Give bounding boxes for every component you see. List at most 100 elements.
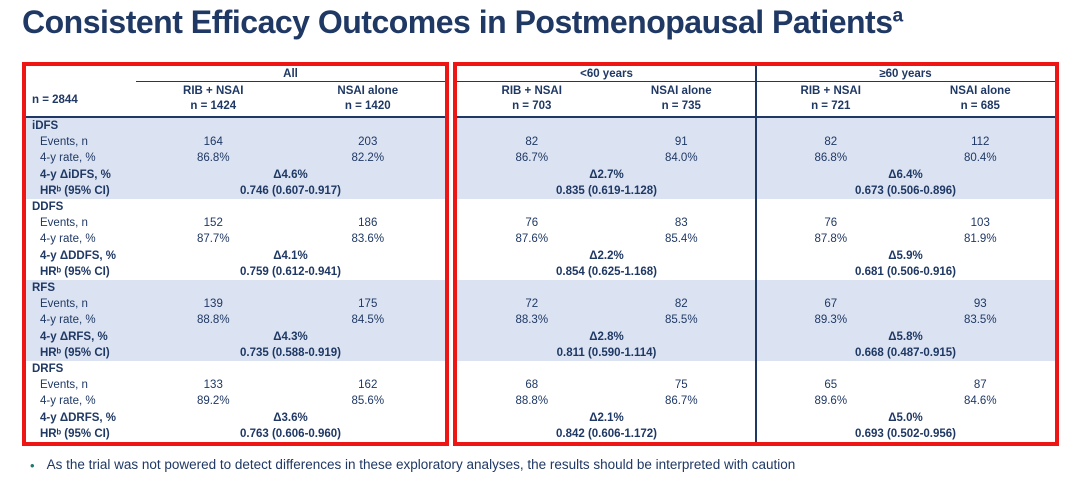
efficacy-table: n = 2844 All RIB + NSAI n = 1424 NSAI al… (22, 62, 1059, 446)
arm-name: RIB + NSAI (501, 85, 562, 97)
rate-value: 86.8% (814, 152, 848, 165)
arm-n: n = 703 (512, 100, 552, 112)
group-lt60-arms: RIB + NSAI n = 703 NSAI alone n = 735 (457, 82, 756, 116)
row-section-name: iDFS (26, 118, 445, 134)
section-DDFS-age: 76 83 76 103 87.6% 85.4% 87.8% 81.9% Δ2.2% Δ5.9% 0… (457, 199, 1055, 280)
group-all-label: All (136, 66, 445, 82)
group-lt60-label: <60 years (457, 66, 756, 82)
arm-lt60-nsai: NSAI alone n = 735 (607, 82, 757, 116)
row-rate: 4-y rate, % 87.7% 83.6% (26, 231, 445, 247)
events-value: 175 (358, 298, 378, 311)
events-value: 152 (203, 217, 223, 230)
row-label-delta: 4-y ΔDRFS, % (40, 411, 117, 424)
events-value: 76 (824, 217, 838, 230)
events-value: 91 (674, 136, 688, 149)
events-value: 67 (824, 298, 838, 311)
events-value: 162 (358, 379, 378, 392)
rate-value: 85.4% (664, 233, 698, 246)
rate-value: 87.7% (196, 233, 230, 246)
hr-value: 0.693 (0.502-0.956) (854, 427, 957, 440)
row-label-events: Events, n (40, 298, 88, 311)
group-lt60: <60 years RIB + NSAI n = 703 NSAI alone … (457, 66, 756, 116)
arm-all-rib: RIB + NSAI n = 1424 (136, 82, 291, 116)
events-value: 103 (970, 217, 990, 230)
age-groups-divider-line (755, 66, 757, 442)
delta-value: Δ4.6% (273, 168, 308, 181)
group-ge60-label: ≥60 years (756, 66, 1055, 82)
arm-name: NSAI alone (650, 85, 712, 97)
events-value: 83 (674, 217, 688, 230)
row-label-delta: 4-y ΔiDFS, % (40, 168, 111, 181)
arm-n: n = 735 (661, 100, 701, 112)
rate-value: 82.2% (351, 152, 385, 165)
title-superscript-a: a (892, 5, 904, 27)
arm-n: n = 1420 (344, 100, 391, 112)
row-label-hr: HRᵇ (95% CI) (40, 346, 110, 359)
row-delta: Δ2.7% Δ6.4% (457, 167, 1055, 183)
row-label-hr: HRᵇ (95% CI) (40, 427, 110, 440)
row-label-rate: 4-y rate, % (40, 395, 96, 408)
events-value: 82 (525, 136, 539, 149)
section-name-label: RFS (32, 282, 55, 295)
row-label-rate: 4-y rate, % (40, 152, 96, 165)
arm-n: n = 1424 (190, 100, 237, 112)
row-delta: 4-y ΔRFS, % Δ4.3% (26, 329, 445, 345)
hr-value: 0.735 (0.588-0.919) (239, 346, 342, 359)
row-events: 82 91 82 112 (457, 134, 1055, 150)
rate-value: 87.6% (515, 233, 549, 246)
arm-n: n = 721 (811, 100, 851, 112)
arm-all-nsai: NSAI alone n = 1420 (291, 82, 446, 116)
delta-value: Δ2.2% (589, 249, 624, 262)
rate-value: 86.8% (196, 152, 230, 165)
hr-value: 0.668 (0.487-0.915) (854, 346, 957, 359)
delta-value: Δ2.7% (589, 168, 624, 181)
group-ge60: ≥60 years RIB + NSAI n = 721 NSAI alone … (756, 66, 1055, 116)
delta-value: Δ4.1% (273, 249, 308, 262)
row-delta: 4-y ΔDDFS, % Δ4.1% (26, 248, 445, 264)
delta-value: Δ2.8% (589, 330, 624, 343)
arm-ge60-nsai: NSAI alone n = 685 (906, 82, 1056, 116)
total-n-label: n = 2844 (32, 93, 78, 106)
row-label-rate: 4-y rate, % (40, 314, 96, 327)
panel-all-header: n = 2844 All RIB + NSAI n = 1424 NSAI al… (26, 66, 445, 118)
group-ge60-arms: RIB + NSAI n = 721 NSAI alone n = 685 (756, 82, 1055, 116)
row-section-name: DDFS (26, 199, 445, 215)
panel-all-body: iDFS Events, n 164 203 4-y rate, % 86.8% 82.2%… (26, 118, 445, 442)
delta-value: Δ6.4% (888, 168, 923, 181)
row-delta: Δ2.1% Δ5.0% (457, 410, 1055, 426)
hr-value: 0.681 (0.506-0.916) (854, 265, 957, 278)
row-label-hr: HRᵇ (95% CI) (40, 184, 110, 197)
events-value: 75 (674, 379, 688, 392)
row-events: 72 82 67 93 (457, 296, 1055, 312)
row-label-events: Events, n (40, 217, 88, 230)
events-value: 87 (973, 379, 987, 392)
hr-value: 0.673 (0.506-0.896) (854, 184, 957, 197)
rate-value: 81.9% (963, 233, 997, 246)
events-value: 203 (358, 136, 378, 149)
rate-value: 86.7% (515, 152, 549, 165)
events-value: 82 (674, 298, 688, 311)
rate-value: 83.5% (963, 314, 997, 327)
rate-value: 88.8% (515, 395, 549, 408)
panel-all: n = 2844 All RIB + NSAI n = 1424 NSAI al… (22, 62, 449, 446)
group-all: All RIB + NSAI n = 1424 NSAI alone n = 1… (136, 66, 445, 116)
row-events: 76 83 76 103 (457, 215, 1055, 231)
page-title-text: Consistent Efficacy Outcomes in Postmeno… (22, 4, 893, 40)
row-rate: 4-y rate, % 86.8% 82.2% (26, 150, 445, 166)
hr-value: 0.746 (0.607-0.917) (239, 184, 342, 197)
delta-value: Δ4.3% (273, 330, 308, 343)
hr-value: 0.835 (0.619-1.128) (555, 184, 658, 197)
rate-value: 80.4% (963, 152, 997, 165)
rate-value: 84.6% (963, 395, 997, 408)
row-delta: Δ2.2% Δ5.9% (457, 248, 1055, 264)
arm-name: NSAI alone (949, 85, 1011, 97)
rate-value: 88.3% (515, 314, 549, 327)
section-DRFS-age: 68 75 65 87 88.8% 86.7% 89.6% 84.6% Δ2.1% Δ5.0% 0.… (457, 361, 1055, 442)
section-name-label: iDFS (32, 120, 59, 133)
section-DRFS: DRFS Events, n 133 162 4-y rate, % 89.2% 85.6%… (26, 361, 445, 442)
events-value: 82 (824, 136, 838, 149)
rate-value: 85.5% (664, 314, 698, 327)
row-label-hr: HRᵇ (95% CI) (40, 265, 110, 278)
row-events: Events, n 133 162 (26, 377, 445, 393)
